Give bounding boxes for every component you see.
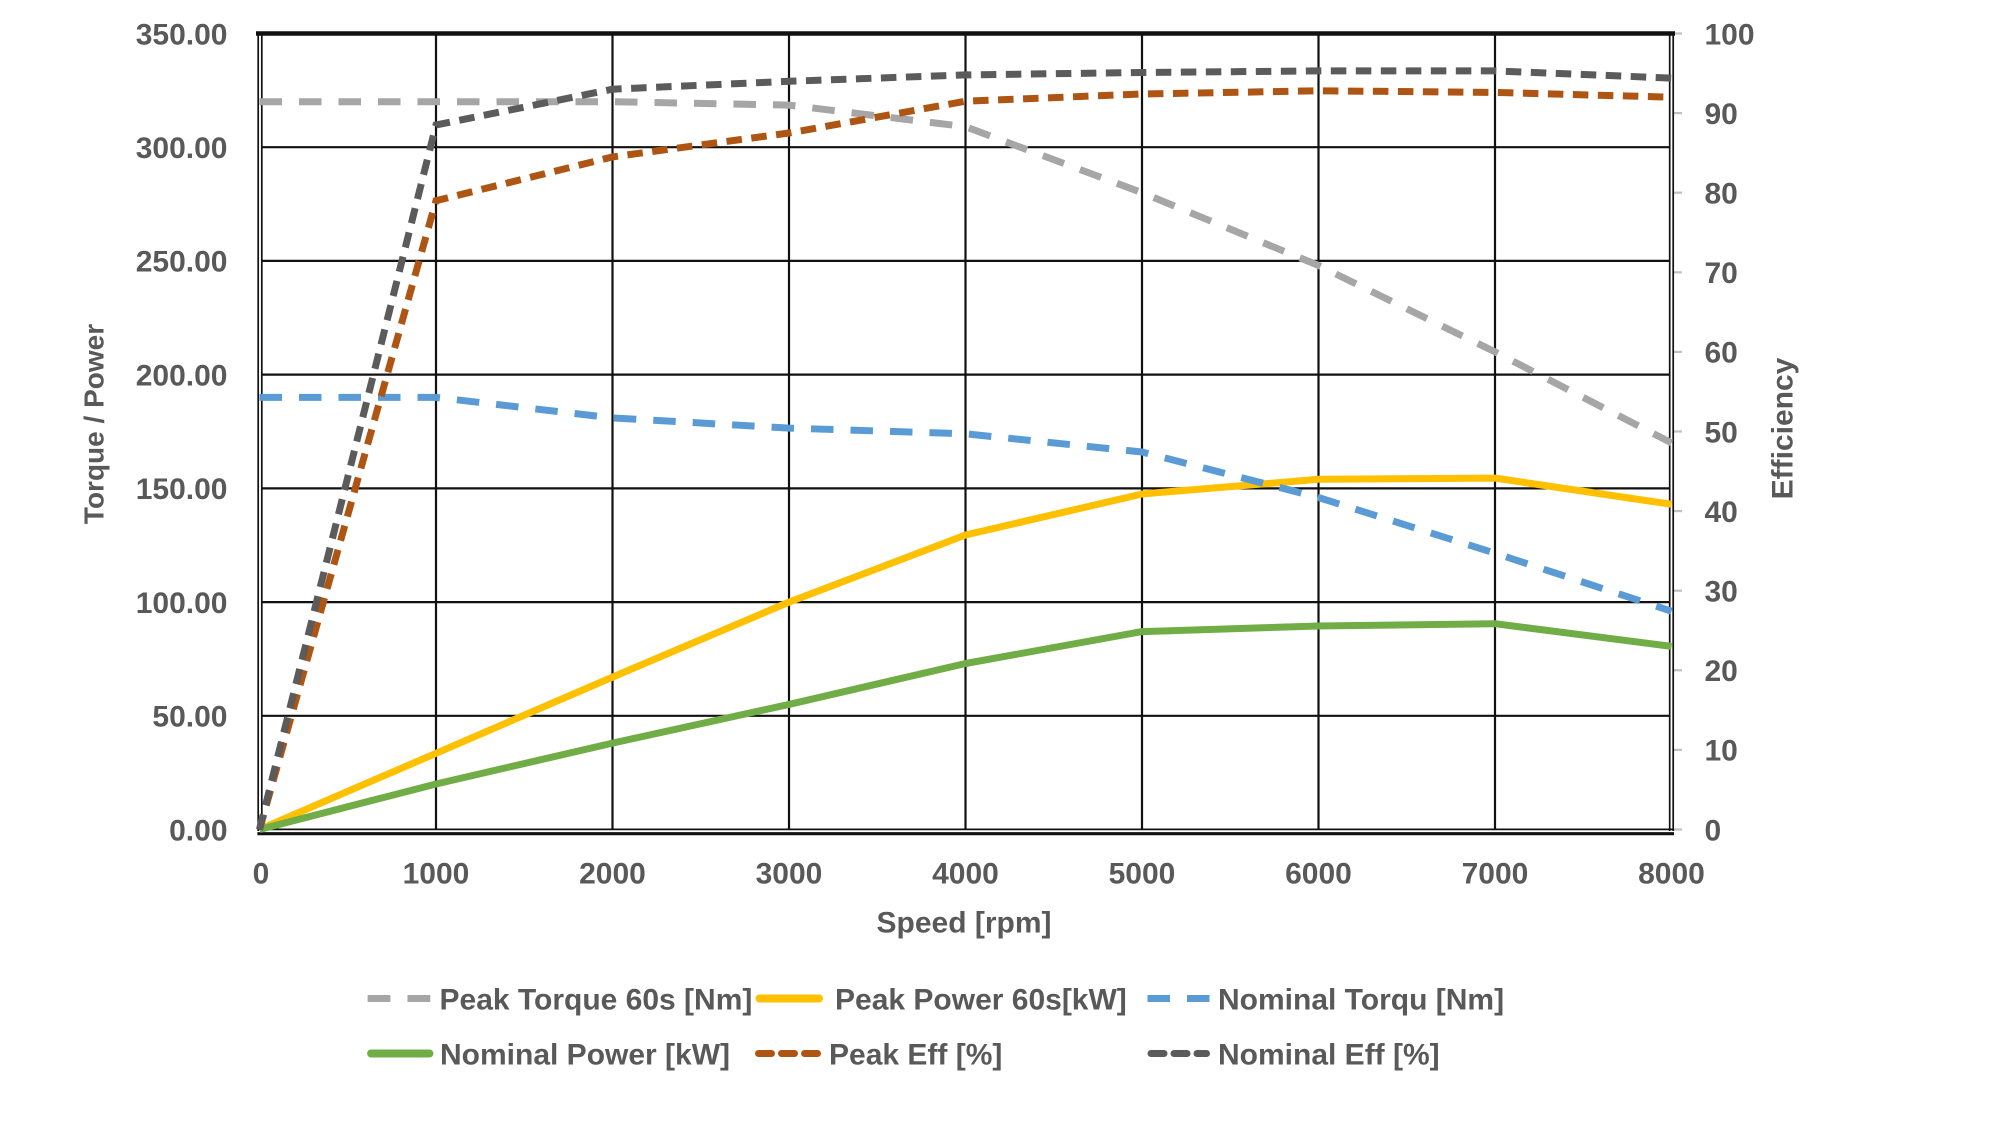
svg-text:Nominal Torqu [Nm]: Nominal Torqu [Nm] bbox=[1218, 984, 1504, 1017]
svg-text:Peak Eff [%]: Peak Eff [%] bbox=[829, 1039, 1002, 1072]
svg-text:0: 0 bbox=[253, 858, 270, 891]
svg-text:5000: 5000 bbox=[1109, 858, 1176, 891]
svg-text:10: 10 bbox=[1705, 735, 1738, 768]
svg-text:1000: 1000 bbox=[403, 858, 470, 891]
svg-text:100.00: 100.00 bbox=[136, 587, 228, 620]
svg-text:0: 0 bbox=[1705, 814, 1722, 847]
svg-text:300.00: 300.00 bbox=[136, 132, 228, 165]
svg-text:2000: 2000 bbox=[579, 858, 646, 891]
svg-text:90: 90 bbox=[1705, 98, 1738, 131]
svg-text:Efficiency: Efficiency bbox=[1767, 357, 1800, 499]
svg-text:30: 30 bbox=[1705, 576, 1738, 609]
svg-text:40: 40 bbox=[1705, 496, 1738, 529]
svg-text:Nominal Power [kW]: Nominal Power [kW] bbox=[440, 1039, 730, 1072]
svg-text:70: 70 bbox=[1705, 257, 1738, 290]
svg-text:Nominal Eff [%]: Nominal Eff [%] bbox=[1218, 1039, 1440, 1072]
svg-text:20: 20 bbox=[1705, 655, 1738, 688]
svg-text:0.00: 0.00 bbox=[169, 814, 227, 847]
svg-text:250.00: 250.00 bbox=[136, 246, 228, 279]
svg-text:Peak Torque 60s [Nm]: Peak Torque 60s [Nm] bbox=[440, 984, 753, 1017]
svg-text:350.00: 350.00 bbox=[136, 18, 228, 51]
svg-text:8000: 8000 bbox=[1638, 858, 1705, 891]
svg-text:6000: 6000 bbox=[1285, 858, 1352, 891]
svg-text:Peak Power 60s[kW]: Peak Power 60s[kW] bbox=[835, 984, 1127, 1017]
svg-text:7000: 7000 bbox=[1462, 858, 1529, 891]
svg-text:150.00: 150.00 bbox=[136, 473, 228, 506]
svg-text:60: 60 bbox=[1705, 337, 1738, 370]
svg-text:200.00: 200.00 bbox=[136, 359, 228, 392]
svg-text:50.00: 50.00 bbox=[152, 701, 227, 734]
svg-text:100: 100 bbox=[1705, 18, 1755, 51]
svg-text:3000: 3000 bbox=[756, 858, 823, 891]
svg-text:Speed [rpm]: Speed [rpm] bbox=[876, 907, 1051, 940]
svg-text:4000: 4000 bbox=[932, 858, 999, 891]
svg-text:80: 80 bbox=[1705, 178, 1738, 211]
svg-text:50: 50 bbox=[1705, 416, 1738, 449]
svg-text:Torque / Power: Torque / Power bbox=[79, 324, 110, 524]
